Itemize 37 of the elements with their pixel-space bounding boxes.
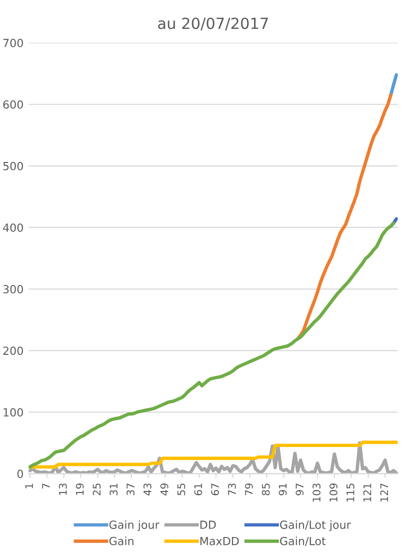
x-tick-label: 55 <box>177 484 186 496</box>
legend-label: Gain/Lot jour <box>280 520 351 532</box>
x-tick-label: 67 <box>211 484 220 496</box>
chart-title: au 20/07/2017 <box>158 18 268 30</box>
y-tick-label: 500 <box>3 162 23 170</box>
x-tick-label: 13 <box>58 484 67 495</box>
legend-label: MaxDD <box>200 536 239 546</box>
legend-label: Gain/Lot <box>280 536 326 546</box>
x-tick-label: 43 <box>143 484 152 496</box>
legend-label: Gain <box>109 536 134 546</box>
y-tick-label: 300 <box>3 285 23 294</box>
x-tick-label: 79 <box>244 483 253 496</box>
x-tick-label: 103 <box>312 484 320 502</box>
x-tick-label: 25 <box>92 484 101 496</box>
x-tick-label: 37 <box>126 484 134 496</box>
x-tick-label: 109 <box>330 483 338 502</box>
x-tick-label: 91 <box>278 484 287 496</box>
x-tick-label: 127 <box>380 484 388 502</box>
y-tick-label: 0 <box>17 470 23 478</box>
y-tick-label: 100 <box>4 408 23 417</box>
x-tick-label: 7 <box>42 484 50 489</box>
y-tick-label: 600 <box>3 100 23 109</box>
x-tick-label: 19 <box>76 483 84 495</box>
y-tick-label: 200 <box>3 346 23 355</box>
x-tick-label: 121 <box>363 484 372 502</box>
y-tick-label: 700 <box>3 38 23 48</box>
x-tick-label: 31 <box>110 484 118 496</box>
x-tick-label: 97 <box>296 484 304 496</box>
x-tick-label: 73 <box>228 484 236 496</box>
x-tick-label: 1 <box>25 484 33 488</box>
legend-label: Gain jour <box>109 520 160 532</box>
x-tick-label: 61 <box>194 484 202 496</box>
x-tick-label: 85 <box>262 484 270 496</box>
legend-label: DD <box>200 520 216 529</box>
y-tick-label: 400 <box>3 223 23 232</box>
x-tick-label: 49 <box>160 483 168 496</box>
x-tick-label: 115 <box>346 484 354 502</box>
